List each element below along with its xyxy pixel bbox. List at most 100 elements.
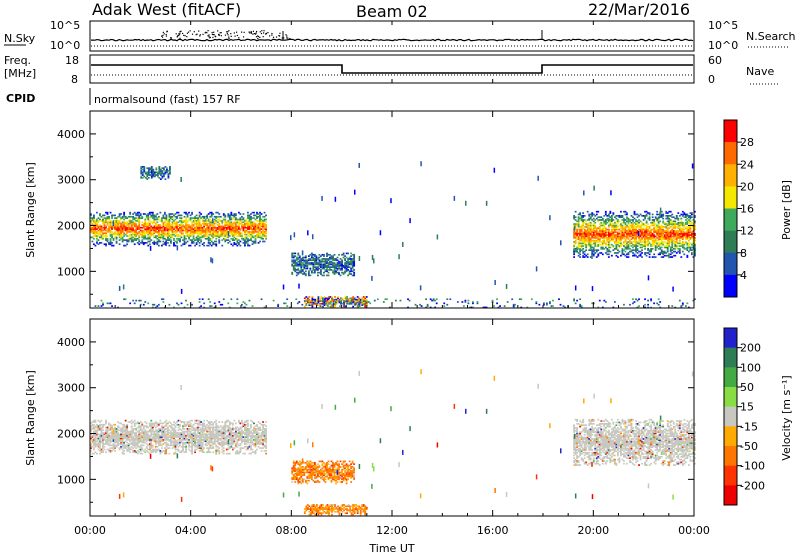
power-cell [674, 235, 677, 238]
power-cell [665, 217, 668, 220]
power-cell [112, 239, 115, 241]
power-cell [303, 259, 306, 262]
power-cell [328, 297, 330, 300]
power-cell [163, 211, 166, 214]
power-colorbar-swatch [724, 208, 737, 231]
power-cell [647, 238, 649, 241]
power-cell [668, 235, 671, 238]
power-cell [654, 228, 657, 231]
power-cell [627, 231, 630, 234]
velocity-cell [90, 430, 92, 433]
power-cell [326, 252, 328, 255]
power-cell [189, 244, 192, 247]
power-cell [592, 246, 595, 249]
power-cell [323, 266, 325, 268]
power-cell [207, 226, 210, 229]
power-cell [225, 226, 228, 229]
power-cell [582, 212, 585, 214]
power-cell [589, 243, 592, 246]
power-cell [96, 218, 98, 221]
power-cell [615, 215, 618, 217]
power-cell [668, 231, 671, 234]
power-cell [331, 297, 333, 300]
power-cell [350, 252, 353, 255]
power-cell [194, 220, 196, 222]
power-cell [262, 233, 264, 236]
power-cell [109, 225, 112, 228]
power-cell [115, 237, 118, 240]
power-cell [260, 232, 263, 235]
velocity-cell [109, 423, 112, 426]
power-cell [259, 215, 261, 218]
power-cell [191, 224, 193, 226]
power-cell [690, 216, 693, 219]
power-cell [603, 236, 606, 239]
power-cell [209, 221, 212, 224]
power-cell [207, 237, 210, 240]
power-cell [687, 250, 690, 253]
power-cell [330, 255, 333, 257]
power-cell [343, 301, 345, 304]
velocity-cell [123, 443, 126, 445]
power-cell [176, 237, 178, 240]
power-cell [173, 243, 175, 246]
power-cell [656, 243, 659, 246]
power-cell [94, 232, 97, 235]
power-cell [262, 222, 264, 225]
power-cell [589, 249, 592, 252]
power-cell [624, 225, 627, 228]
velocity-cell [114, 426, 116, 429]
velocity-cell [126, 434, 129, 437]
velocity-cell [126, 441, 129, 444]
power-cell [372, 258, 375, 264]
power-cell [100, 242, 103, 244]
power-cell [244, 231, 246, 233]
power-cell [239, 213, 242, 215]
power-cell [636, 256, 639, 258]
power-cell [138, 211, 141, 214]
power-cell [681, 236, 684, 239]
power-cell [644, 230, 646, 232]
power-cell [197, 221, 200, 224]
velocity-cell [130, 445, 133, 448]
power-cell [91, 218, 94, 221]
velocity-cell [132, 430, 135, 433]
velocity-cell [121, 430, 124, 433]
power-cell [177, 229, 180, 232]
power-cell [114, 232, 116, 235]
power-cell [666, 232, 669, 235]
power-cell [594, 235, 597, 238]
power-cell [90, 214, 92, 217]
power-cell [669, 221, 672, 224]
power-cell [635, 227, 637, 230]
power-cell [591, 215, 594, 217]
power-cell [242, 306, 245, 309]
power-cell [694, 249, 696, 252]
power-cell [326, 255, 328, 257]
power-cell [672, 224, 675, 227]
power-cell [130, 224, 133, 226]
power-cell [263, 232, 266, 235]
power-cell [144, 229, 147, 232]
nsky-point [263, 32, 265, 34]
power-cell [106, 215, 109, 218]
beam-title: Beam 02 [356, 2, 428, 21]
power-cell [236, 302, 239, 305]
power-cell [93, 218, 95, 221]
power-cell [669, 239, 672, 242]
power-cell [574, 249, 577, 252]
power-cell [198, 239, 201, 241]
power-cell [157, 218, 160, 221]
power-cell [204, 220, 207, 222]
power-cell [210, 232, 213, 235]
power-cell [307, 274, 310, 277]
power-cell [244, 240, 246, 243]
power-cell [645, 228, 648, 231]
power-cell [218, 235, 221, 237]
power-cell [326, 297, 329, 300]
power-cell [344, 270, 346, 273]
velocity-cell [130, 436, 133, 438]
power-cell [662, 217, 665, 220]
power-cell [120, 213, 123, 215]
power-cell [127, 215, 130, 218]
